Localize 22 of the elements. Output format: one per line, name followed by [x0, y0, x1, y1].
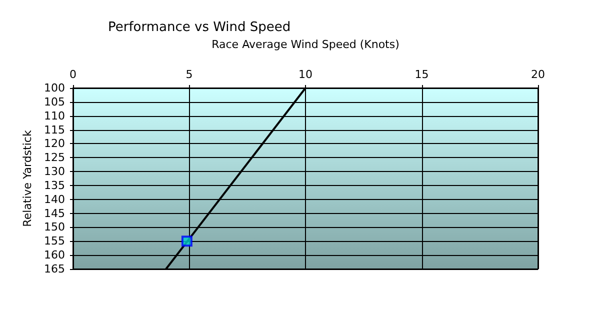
y-tick-label: 165 — [44, 262, 65, 276]
y-tick-label: 110 — [44, 109, 65, 122]
x-tick-label: 20 — [531, 68, 545, 81]
y-axis-title: Relative Yardstick — [21, 130, 34, 227]
y-tick-label: 140 — [44, 192, 65, 206]
y-tick-label: 155 — [44, 234, 65, 248]
y-tick-label: 115 — [44, 123, 65, 136]
y-tick-label: 160 — [44, 248, 65, 262]
y-tick-label: 130 — [44, 165, 65, 178]
x-tick-label: 10 — [298, 68, 312, 81]
y-tick-label: 120 — [44, 137, 65, 150]
chart-title: Performance vs Wind Speed — [108, 20, 291, 35]
y-tick-label: 125 — [44, 151, 65, 164]
y-tick-label: 150 — [44, 220, 65, 234]
x-tick-label: 0 — [70, 68, 76, 81]
y-tick-label: 100 — [44, 82, 65, 94]
x-tick-label: 15 — [414, 68, 429, 81]
y-tick-label: 145 — [44, 206, 65, 220]
y-tick-label: 105 — [44, 95, 65, 108]
x-axis-title: Race Average Wind Speed (Knots) — [212, 38, 400, 51]
y-tick-label: 135 — [44, 178, 65, 192]
x-tick-label: 5 — [186, 68, 193, 81]
